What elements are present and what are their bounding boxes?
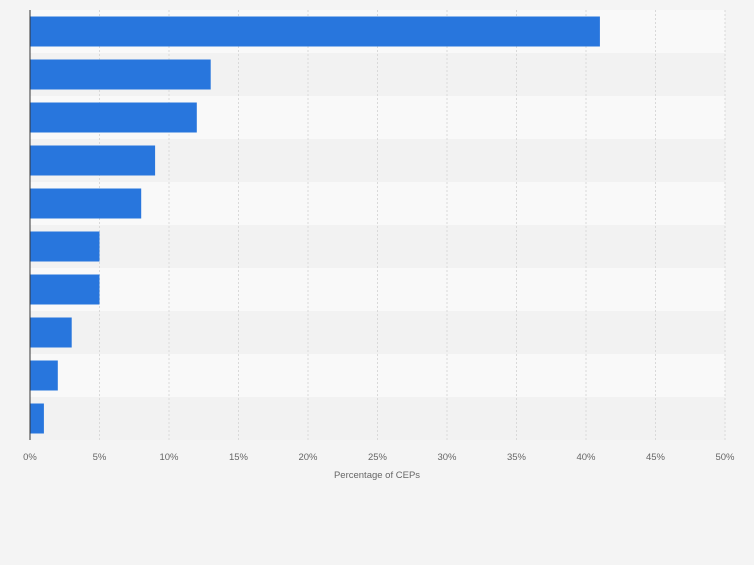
bar-10 bbox=[30, 403, 44, 434]
x-tick-label-30: 30% bbox=[437, 452, 457, 463]
bar-9 bbox=[30, 360, 58, 391]
bar-7 bbox=[30, 274, 100, 305]
x-tick-label-15: 15% bbox=[229, 452, 249, 463]
bar-8 bbox=[30, 317, 72, 348]
x-tick-label-10: 10% bbox=[159, 452, 179, 463]
x-tick-label-50: 50% bbox=[715, 452, 735, 463]
x-tick-labels: 0% 5% 10% 15% 20% 25% 30% 35% 40% 45% 50% bbox=[23, 452, 735, 463]
x-tick-label-45: 45% bbox=[646, 452, 666, 463]
x-axis-label: Percentage of CEPs bbox=[334, 470, 420, 481]
bar-3 bbox=[30, 102, 197, 133]
x-tick-label-5: 5% bbox=[93, 452, 107, 463]
bar-2 bbox=[30, 59, 211, 90]
bar-6 bbox=[30, 231, 100, 262]
bars-group bbox=[30, 16, 600, 434]
x-tick-label-20: 20% bbox=[298, 452, 318, 463]
x-tick-label-0: 0% bbox=[23, 452, 37, 463]
bar-1 bbox=[30, 16, 600, 47]
bar-4 bbox=[30, 145, 156, 176]
x-tick-label-35: 35% bbox=[507, 452, 527, 463]
x-tick-label-40: 40% bbox=[576, 452, 596, 463]
x-tick-label-25: 25% bbox=[368, 452, 388, 463]
bar-5 bbox=[30, 188, 142, 219]
